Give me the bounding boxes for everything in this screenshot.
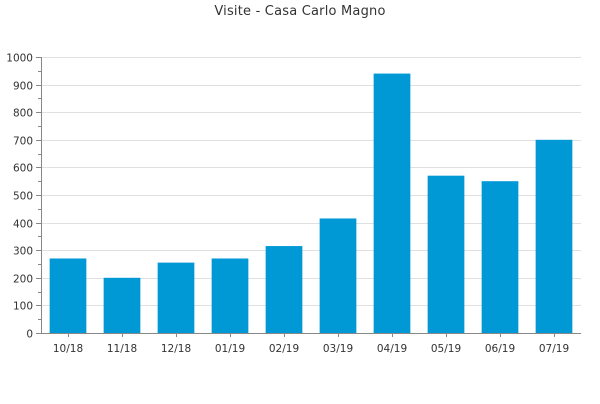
bar — [481, 181, 519, 333]
x-tick-label: 06/19 — [485, 343, 515, 355]
y-tick-label: 1000 — [6, 53, 33, 65]
y-tick-label: 500 — [13, 191, 33, 203]
y-tick-labels: 0 100 200 300 400 500 600 700 800 900 1000 — [6, 53, 33, 341]
axes — [36, 57, 581, 337]
y-tick-label: 800 — [13, 108, 33, 120]
bar — [427, 175, 465, 333]
y-tick-label: 300 — [13, 246, 33, 258]
x-tick-label: 12/18 — [161, 343, 191, 355]
y-tick-label: 700 — [13, 136, 33, 148]
bar — [265, 246, 303, 333]
y-tick-label: 600 — [13, 163, 33, 175]
bars — [49, 73, 573, 333]
x-tick-label: 11/18 — [107, 343, 137, 355]
x-tick-label: 04/19 — [377, 343, 407, 355]
x-tick-label: 02/19 — [269, 343, 299, 355]
y-tick-label: 400 — [13, 219, 33, 231]
x-tick-labels: 10/18 11/18 12/18 01/19 02/19 03/19 04/19 05/19… — [53, 343, 569, 355]
bar — [103, 277, 141, 333]
bar — [211, 258, 249, 333]
bar — [373, 73, 411, 333]
x-tick-label: 01/19 — [215, 343, 245, 355]
bar — [49, 258, 87, 333]
x-tick-label: 03/19 — [323, 343, 353, 355]
x-tick-label: 10/18 — [53, 343, 83, 355]
y-tick-label: 0 — [26, 329, 33, 341]
x-tick-label: 07/19 — [539, 343, 569, 355]
bar — [319, 218, 357, 333]
y-tick-label: 100 — [13, 301, 33, 313]
bar — [157, 262, 195, 333]
y-tick-label: 900 — [13, 81, 33, 93]
chart-title: Visite - Casa Carlo Magno — [214, 4, 386, 19]
x-tick-label: 05/19 — [431, 343, 461, 355]
bar — [535, 139, 573, 333]
y-tick-label: 200 — [13, 274, 33, 286]
